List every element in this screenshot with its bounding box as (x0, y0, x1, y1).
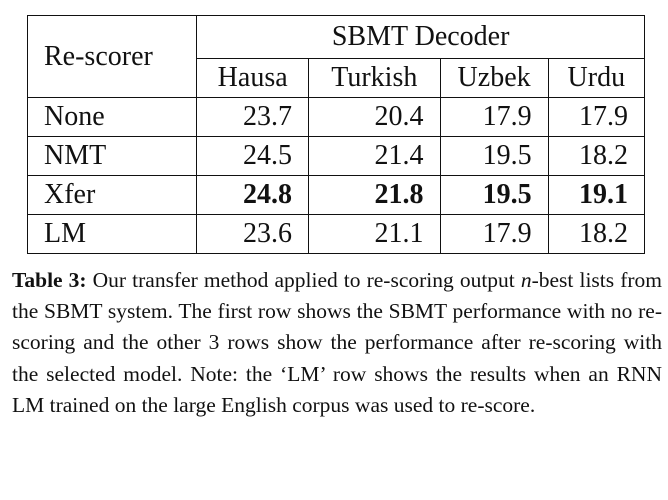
caption-label: Table 3: (12, 268, 87, 292)
cell-value-bold: 19.5 (439, 175, 549, 215)
cell-value: 17.9 (439, 97, 549, 137)
table-row-nmt: NMT 24.5 21.4 19.5 18.2 (26, 136, 646, 176)
language-header-uzbek: Uzbek (439, 58, 549, 98)
row-label: NMT (26, 136, 198, 176)
results-table: Re-scorer SBMT Decoder Hausa Turkish Uzb… (26, 15, 646, 254)
row-label: None (26, 97, 198, 137)
cell-value: 20.4 (308, 97, 441, 137)
table-header-row-top: Re-scorer SBMT Decoder (26, 15, 645, 98)
caption-text-rest: -best lists from the SBMT system. The fi… (12, 268, 662, 417)
rescorer-header: Re-scorer (26, 15, 198, 98)
cell-value: 23.7 (196, 97, 310, 137)
cell-value-bold: 19.1 (547, 175, 646, 215)
table-row-lm: LM 23.6 21.1 17.9 18.2 (26, 214, 646, 254)
cell-value: 17.9 (547, 97, 646, 137)
cell-value: 23.6 (196, 214, 310, 254)
cell-value: 21.4 (308, 136, 441, 176)
cell-value: 19.5 (439, 136, 549, 176)
row-label: LM (26, 214, 198, 254)
cell-value: 17.9 (439, 214, 549, 254)
cell-value: 18.2 (547, 214, 646, 254)
language-header-urdu: Urdu (547, 58, 646, 98)
cell-value: 21.1 (308, 214, 441, 254)
cell-value-bold: 24.8 (196, 175, 310, 215)
cell-value-bold: 21.8 (308, 175, 441, 215)
table-row-xfer: Xfer 24.8 21.8 19.5 19.1 (26, 175, 646, 215)
sbmt-decoder-header: SBMT Decoder (196, 15, 645, 59)
cell-value: 18.2 (547, 136, 646, 176)
caption-n-symbol: n (520, 268, 532, 292)
caption-text-start: Our transfer method applied to re-scorin… (92, 268, 515, 292)
cell-value: 24.5 (196, 136, 310, 176)
table-row-none: None 23.7 20.4 17.9 17.9 (26, 97, 646, 137)
row-label: Xfer (26, 175, 198, 215)
language-header-hausa: Hausa (196, 58, 310, 98)
table-caption: Table 3: Our transfer method applied to … (12, 265, 662, 421)
language-header-turkish: Turkish (308, 58, 441, 98)
